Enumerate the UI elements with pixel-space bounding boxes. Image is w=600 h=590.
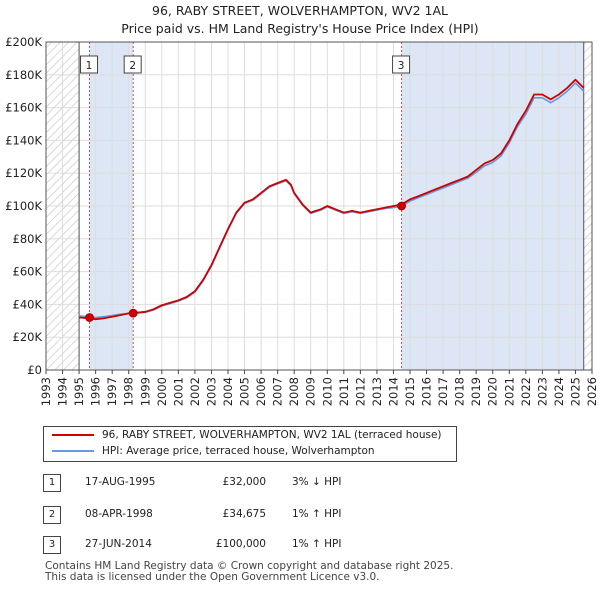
x-tick-label: 2003 [204, 377, 218, 406]
y-tick-label: £140K [5, 133, 42, 147]
transaction-price: £34,675 [222, 508, 266, 520]
transaction-point [397, 201, 406, 211]
x-tick-label: 2018 [453, 377, 467, 406]
legend-swatch-hpi [52, 450, 94, 452]
title-line-2: Price paid vs. HM Land Registry's House … [121, 21, 479, 36]
y-tick-label: £160K [5, 101, 42, 115]
footer: Contains HM Land Registry data © Crown c… [45, 561, 453, 583]
x-tick-label: 2011 [337, 377, 351, 406]
footer-copyright: Contains HM Land Registry data © Crown c… [45, 560, 454, 572]
y-tick-label: £200K [5, 35, 42, 49]
x-tick-label: 2009 [304, 377, 318, 406]
x-tick-label: 1995 [72, 377, 86, 406]
y-tick-label: £40K [13, 297, 43, 311]
legend: 96, RABY STREET, WOLVERHAMPTON, WV2 1AL … [43, 426, 457, 462]
transaction-price: £32,000 [222, 476, 266, 488]
property-price-line [79, 78, 585, 321]
x-tick-label: 1998 [122, 377, 136, 406]
footer-licence: This data is licensed under the Open Gov… [45, 571, 380, 583]
transaction-marker-label: 2 [129, 60, 136, 72]
legend-swatch-property [52, 434, 94, 436]
x-tick-label: 1999 [138, 377, 152, 406]
y-tick-label: £0 [27, 363, 42, 377]
chart-title: 96, RABY STREET, WOLVERHAMPTON, WV2 1AL … [0, 2, 600, 38]
x-tick-label: 2006 [254, 377, 268, 406]
transaction-number: 3 [43, 536, 61, 554]
y-tick-label: £20K [13, 330, 43, 344]
transaction-date: 27-JUN-2014 [85, 538, 152, 550]
x-tick-label: 1994 [56, 377, 70, 406]
x-tick-label: 2024 [552, 377, 566, 406]
x-tick-label: 1993 [39, 377, 53, 406]
transaction-hpi-diff: 3% ↓ HPI [292, 476, 342, 488]
x-tick-label: 2017 [436, 377, 450, 406]
x-tick-label: 2010 [320, 377, 334, 406]
transaction-hpi-diff: 1% ↑ HPI [292, 508, 342, 520]
legend-label-hpi: HPI: Average price, terraced house, Wolv… [102, 445, 375, 457]
x-tick-label: 2000 [155, 377, 169, 406]
transaction-point [128, 308, 138, 318]
transaction-number: 2 [43, 506, 61, 524]
transaction-marker-label: 3 [398, 60, 405, 72]
y-tick-label: £180K [5, 68, 42, 82]
x-tick-label: 2021 [502, 377, 516, 406]
transaction-date: 17-AUG-1995 [85, 476, 156, 488]
x-tick-label: 2008 [287, 377, 301, 406]
x-tick-label: 2005 [238, 377, 252, 406]
transaction-point [85, 313, 94, 322]
x-tick-label: 2013 [370, 377, 384, 406]
x-tick-label: 2004 [221, 377, 235, 406]
x-tick-label: 2025 [568, 377, 582, 406]
y-tick-label: £80K [13, 232, 43, 246]
x-tick-label: 2026 [585, 377, 599, 406]
x-tick-label: 1997 [105, 377, 119, 406]
x-tick-label: 2001 [171, 377, 185, 406]
x-tick-label: 2012 [353, 377, 367, 406]
x-tick-label: 2014 [386, 377, 400, 406]
y-tick-label: £120K [5, 166, 42, 180]
y-tick-label: £100K [5, 199, 42, 213]
price-chart: £0 £20K £40K £60K £80K £100K £120K £140K £160K £1… [5, 35, 599, 406]
x-tick-label: 2007 [271, 377, 285, 406]
y-tick-label: £60K [13, 265, 43, 279]
legend-label-property: 96, RABY STREET, WOLVERHAMPTON, WV2 1AL … [102, 429, 442, 441]
transaction-marker-box [123, 55, 142, 74]
x-tick-label: 2020 [486, 377, 500, 406]
x-tick-label: 2016 [420, 377, 434, 406]
transaction-price: £100,000 [215, 538, 266, 550]
title-line-1: 96, RABY STREET, WOLVERHAMPTON, WV2 1AL [152, 3, 448, 18]
transaction-date: 08-APR-1998 [85, 508, 153, 520]
x-tick-label: 2023 [535, 377, 549, 406]
x-tick-label: 2022 [519, 377, 533, 406]
transaction-marker-box [392, 55, 411, 74]
transaction-marker-label: 1 [86, 60, 93, 72]
x-tick-label: 1996 [89, 377, 103, 406]
transaction-number: 1 [43, 474, 61, 492]
x-tick-label: 2002 [188, 377, 202, 406]
transaction-marker-box [80, 55, 99, 74]
transaction-hpi-diff: 1% ↑ HPI [292, 538, 342, 550]
x-tick-label: 2015 [403, 377, 417, 406]
plot-frame [45, 41, 593, 371]
x-tick-label: 2019 [469, 377, 483, 406]
